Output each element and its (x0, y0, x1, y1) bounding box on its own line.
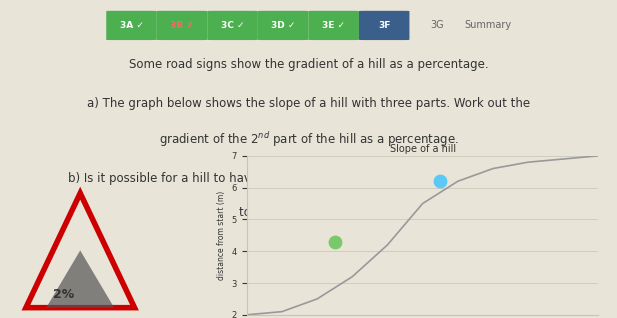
Text: 3B ✗: 3B ✗ (170, 21, 194, 30)
Text: Summary: Summary (464, 20, 511, 31)
Text: a) The graph below shows the slope of a hill with three parts. Work out the: a) The graph below shows the slope of a … (87, 97, 530, 110)
FancyBboxPatch shape (106, 11, 157, 40)
Point (329, 239, 339, 244)
Text: 3C ✓: 3C ✓ (221, 21, 244, 30)
FancyBboxPatch shape (308, 11, 359, 40)
Text: 3G: 3G (430, 20, 444, 31)
Text: 3F: 3F (378, 21, 391, 30)
Polygon shape (46, 251, 114, 308)
Text: Some road signs show the gradient of a hill as a percentage.: Some road signs show the gradient of a h… (129, 58, 488, 71)
FancyBboxPatch shape (157, 11, 207, 40)
Text: gradient of the 2$^{nd}$ part of the hill as a percentage.: gradient of the 2$^{nd}$ part of the hil… (159, 130, 458, 149)
Text: to explain your answer.: to explain your answer. (239, 206, 378, 219)
Point (436, 179, 445, 184)
Title: Slope of a hill: Slope of a hill (389, 144, 456, 154)
Y-axis label: distance from start (m): distance from start (m) (217, 191, 226, 280)
Text: 3D ✓: 3D ✓ (271, 21, 296, 30)
Text: 3A ✓: 3A ✓ (120, 21, 143, 30)
Text: 2%: 2% (53, 287, 75, 301)
Text: b) Is it possible for a hill to have a gradient greater than 100%? Write a sente: b) Is it possible for a hill to have a g… (68, 172, 549, 185)
FancyBboxPatch shape (258, 11, 308, 40)
Text: 3E ✓: 3E ✓ (322, 21, 345, 30)
FancyBboxPatch shape (207, 11, 258, 40)
FancyBboxPatch shape (359, 11, 410, 40)
